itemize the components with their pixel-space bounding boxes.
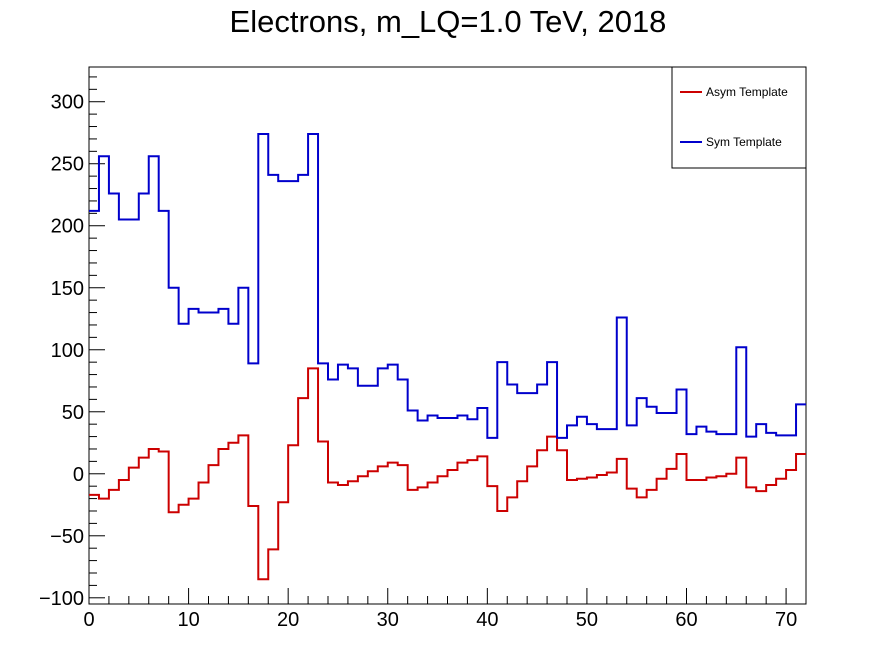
- x-tick-label: 50: [576, 609, 598, 631]
- legend-label-sym: Sym Template: [706, 135, 782, 149]
- y-tick-label: 150: [51, 278, 84, 300]
- legend: Asym Template Sym Template: [671, 66, 807, 169]
- axes-layer: 0 10 20 30 40 50 60 70 −100 −50 0 50 100 150 200 250 300: [39, 66, 807, 631]
- x-tick-label: 70: [775, 609, 797, 631]
- y-tick-label: 100: [51, 340, 84, 362]
- x-tick-label: 30: [377, 609, 399, 631]
- y-tick-label: 200: [51, 216, 84, 238]
- x-tick-label: 10: [177, 609, 199, 631]
- y-tick-label: 50: [62, 402, 84, 424]
- chart-title: Electrons, m_LQ=1.0 TeV, 2018: [229, 4, 667, 39]
- series-layer: [89, 132, 806, 581]
- legend-label-asym: Asym Template: [706, 85, 788, 99]
- series-line-asym: [89, 367, 806, 581]
- y-tick-label: −50: [50, 526, 84, 548]
- series-line-sym: [89, 132, 806, 439]
- legend-box: [671, 66, 807, 169]
- y-tick-label: 300: [51, 92, 84, 114]
- x-tick-label: 60: [675, 609, 697, 631]
- x-tick-label: 40: [476, 609, 498, 631]
- x-tick-label: 0: [83, 609, 94, 631]
- y-tick-label: 0: [73, 464, 84, 486]
- x-tick-label: 20: [277, 609, 299, 631]
- y-tick-label: 250: [51, 154, 84, 176]
- y-tick-label: −100: [39, 588, 84, 610]
